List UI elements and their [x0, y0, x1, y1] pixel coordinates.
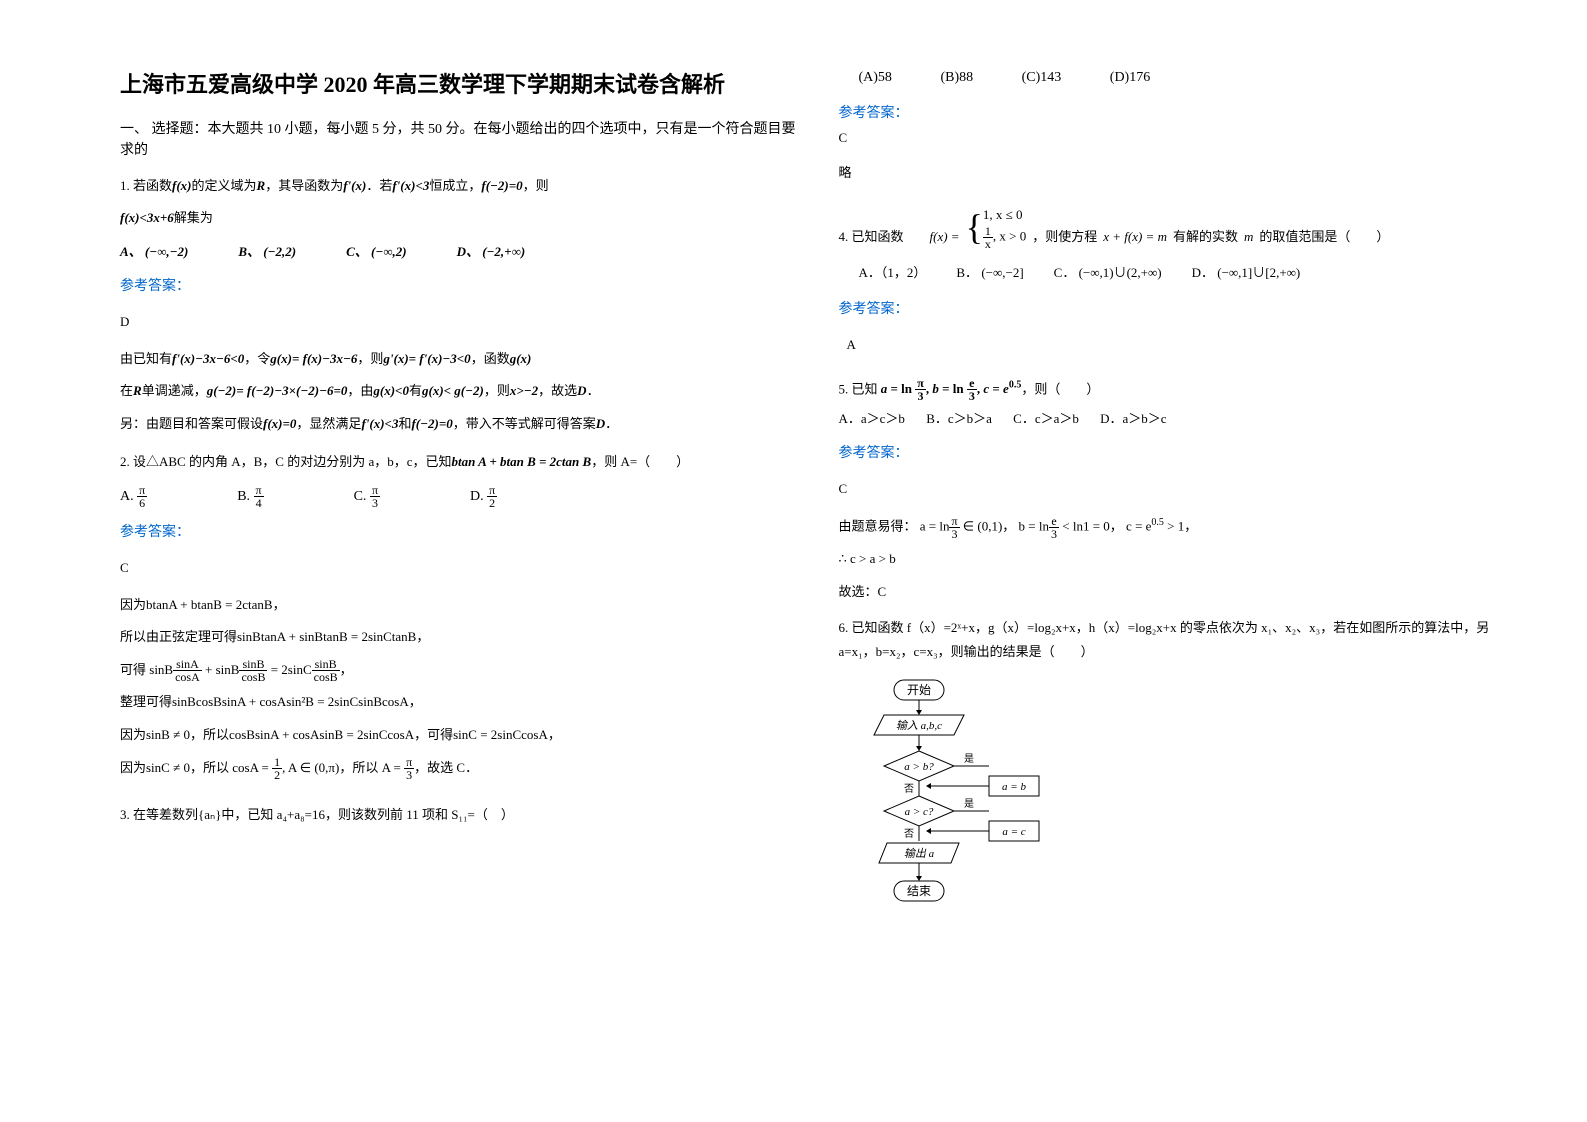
q2-answer: C	[120, 555, 799, 581]
answer-label: 参考答案：	[839, 440, 1518, 468]
svg-text:输出 a: 输出 a	[903, 847, 934, 860]
svg-text:开始: 开始	[906, 683, 930, 697]
q5-answer: C	[839, 476, 1518, 502]
flowchart-svg: 开始 输入 a,b,c a > b? 是 否 a = b a > c? 是 否 …	[859, 678, 1059, 938]
section-heading: 一、 选择题：本大题共 10 小题，每小题 5 分，共 50 分。在每小题给出的…	[120, 119, 799, 161]
svg-text:a > c?: a > c?	[904, 806, 933, 818]
q1-text: 1. 若函数f(x)的定义域为R，其导函数为f'(x)．若f'(x)<3恒成立，…	[120, 173, 799, 199]
question-3: 3. 在等差数列{aₙ}中，已知 a₄+a₈=16，则该数列前 11 项和 S₁…	[120, 802, 799, 828]
right-column: (A)58 (B)88 (C)143 (D)176 参考答案： C 略 4. 已…	[819, 70, 1538, 1092]
question-1: 1. 若函数f(x)的定义域为R，其导函数为f'(x)．若f'(x)<3恒成立，…	[120, 173, 799, 439]
svg-text:否: 否	[904, 828, 914, 840]
answer-label: 参考答案：	[839, 102, 1518, 122]
svg-text:a = b: a = b	[1002, 781, 1026, 793]
q4-options: A．（1，2） B． (−∞,−2] C． (−∞,1)∪(2,+∞) D． (…	[859, 260, 1518, 286]
q3-options: (A)58 (B)88 (C)143 (D)176	[859, 70, 1518, 86]
svg-text:是: 是	[964, 798, 974, 810]
svg-text:是: 是	[964, 753, 974, 765]
answer-label: 参考答案：	[120, 273, 799, 301]
q1-options: A、 (−∞,−2) B、 (−2,2) C、 (−∞,2) D、 (−2,+∞…	[120, 239, 799, 265]
svg-text:输入 a,b,c: 输入 a,b,c	[895, 719, 941, 732]
q3-answer: C	[839, 130, 1518, 146]
svg-text:a > b?: a > b?	[904, 761, 934, 773]
q1-answer: D	[120, 309, 799, 335]
answer-label: 参考答案：	[120, 519, 799, 547]
answer-label: 参考答案：	[839, 296, 1518, 324]
q4-answer: A	[847, 332, 1518, 358]
svg-text:否: 否	[904, 783, 914, 795]
question-5: 5. 已知 a = ln π3, b = ln e3, c = e0.5，则（ …	[839, 376, 1518, 607]
svg-text:结束: 结束	[906, 884, 930, 898]
left-column: 上海市五爱高级中学 2020 年高三数学理下学期期末试卷含解析 一、 选择题：本…	[100, 70, 819, 1092]
question-2: 2. 设△ABC 的内角 A，B，C 的对边分别为 a，b，c，已知btan A…	[120, 449, 799, 783]
document-title: 上海市五爱高级中学 2020 年高三数学理下学期期末试卷含解析	[120, 70, 799, 101]
q5-options: A．a＞c＞b B．c＞b＞a C．c＞a＞b D．a＞b＞c	[839, 406, 1518, 432]
flowchart: 开始 输入 a,b,c a > b? 是 否 a = b a > c? 是 否 …	[859, 678, 1518, 949]
question-6: 6. 已知函数 f（x）=2ˣ+x，g（x）=log₂x+x，h（x）=log₂…	[839, 616, 1518, 949]
q2-options: A. π6 B. π4 C. π3 D. π2	[120, 483, 799, 511]
question-4: 4. 已知函数 f(x) = { 1, x ≤ 0 1x, x > 0 ，则使方…	[839, 205, 1518, 358]
svg-text:a = c: a = c	[1002, 826, 1025, 838]
